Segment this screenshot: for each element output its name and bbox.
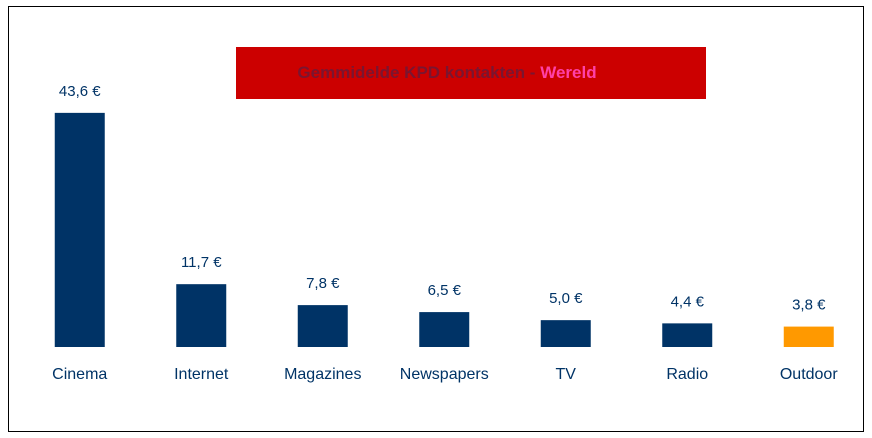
bar xyxy=(540,320,591,347)
x-tick-label: Cinema xyxy=(52,366,107,383)
x-tick-label: Magazines xyxy=(284,366,361,383)
x-tick-label: Radio xyxy=(666,366,708,383)
chart-title: Gemmidelde KPD kontakten - Wereld xyxy=(297,63,596,82)
bar xyxy=(54,112,105,347)
bar xyxy=(419,312,470,347)
frame xyxy=(8,6,864,432)
bar xyxy=(783,326,834,347)
x-tick-label: Newspapers xyxy=(400,366,489,383)
title-part: Gemmidelde KPD kontakten - xyxy=(297,63,535,82)
bar xyxy=(176,284,227,347)
bar xyxy=(662,323,713,347)
value-label: 3,8 € xyxy=(792,297,826,314)
title-box xyxy=(236,47,706,99)
value-label: 43,6 € xyxy=(59,83,101,100)
x-tick-label: Internet xyxy=(174,366,229,383)
value-label: 7,8 € xyxy=(306,275,340,292)
x-tick-label: TV xyxy=(556,366,577,383)
x-tick-label: Outdoor xyxy=(780,366,838,383)
value-label: 6,5 € xyxy=(428,282,462,299)
title-part: Wereld xyxy=(540,63,596,82)
value-label: 5,0 € xyxy=(549,290,583,307)
value-label: 11,7 € xyxy=(181,254,222,271)
bar xyxy=(297,305,348,347)
value-label: 4,4 € xyxy=(671,293,705,310)
